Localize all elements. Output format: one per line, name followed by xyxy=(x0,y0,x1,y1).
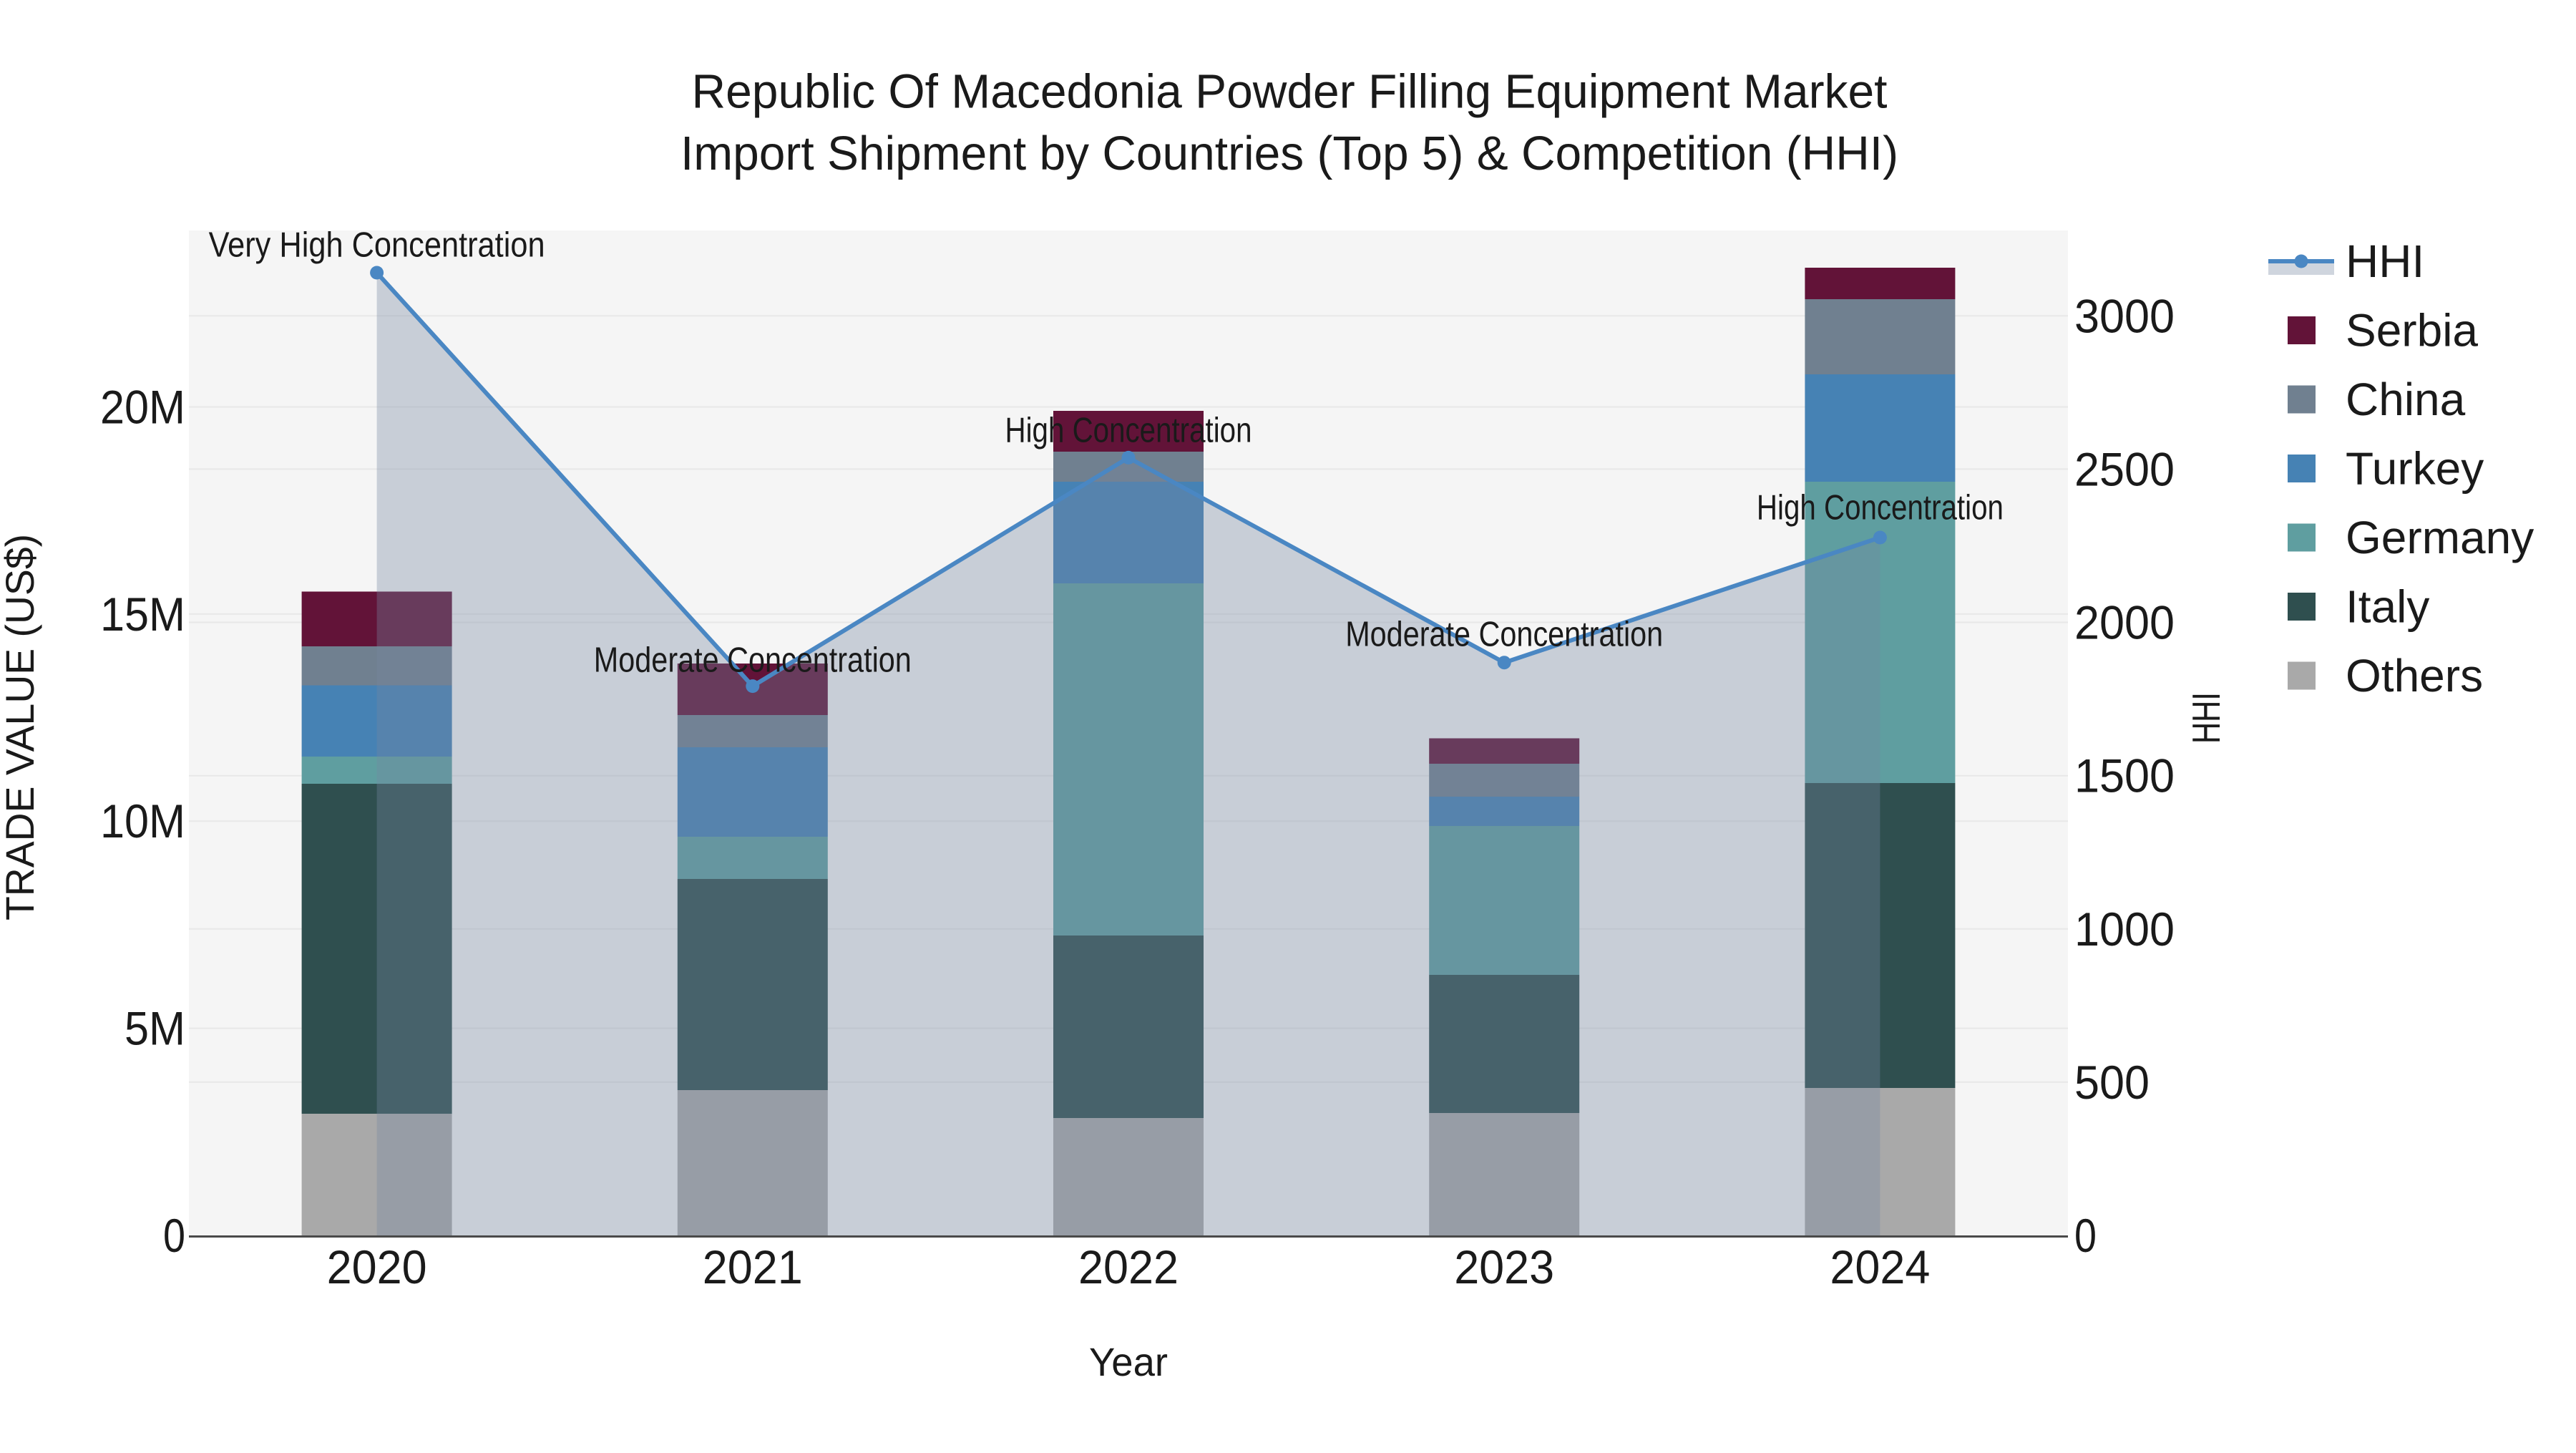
svg-text:Serbia: Serbia xyxy=(2346,305,2478,356)
svg-text:1000: 1000 xyxy=(2074,903,2175,956)
svg-text:2022: 2022 xyxy=(1078,1240,1179,1293)
svg-text:2024: 2024 xyxy=(1830,1240,1930,1293)
svg-text:0: 0 xyxy=(2074,1209,2097,1262)
svg-text:Germany: Germany xyxy=(2346,512,2534,563)
svg-text:Import Shipment by Countries (: Import Shipment by Countries (Top 5) & C… xyxy=(680,127,1898,180)
svg-text:15M: 15M xyxy=(100,588,185,641)
svg-text:TRADE VALUE (US$): TRADE VALUE (US$) xyxy=(0,534,42,920)
svg-text:0: 0 xyxy=(163,1209,185,1262)
svg-text:20M: 20M xyxy=(100,381,185,434)
svg-text:HHI: HHI xyxy=(2184,692,2228,744)
svg-text:Very High Concentration: Very High Concentration xyxy=(209,225,545,264)
svg-text:2500: 2500 xyxy=(2074,442,2175,495)
svg-text:Turkey: Turkey xyxy=(2346,443,2484,495)
svg-text:2020: 2020 xyxy=(327,1240,427,1293)
svg-text:Moderate Concentration: Moderate Concentration xyxy=(594,641,912,680)
svg-text:Republic Of Macedonia Powder F: Republic Of Macedonia Powder Filling Equ… xyxy=(692,65,1888,119)
svg-text:2000: 2000 xyxy=(2074,596,2175,649)
svg-text:500: 500 xyxy=(2074,1056,2150,1109)
svg-text:10M: 10M xyxy=(100,794,185,847)
svg-text:High Concentration: High Concentration xyxy=(1005,412,1252,450)
svg-text:Italy: Italy xyxy=(2346,581,2429,633)
svg-text:3000: 3000 xyxy=(2074,289,2175,342)
svg-text:China: China xyxy=(2346,374,2466,425)
svg-text:High Concentration: High Concentration xyxy=(1757,489,2004,528)
svg-text:2021: 2021 xyxy=(703,1240,803,1293)
svg-text:2023: 2023 xyxy=(1454,1240,1554,1293)
svg-text:Others: Others xyxy=(2346,650,2483,701)
svg-text:Year: Year xyxy=(1089,1339,1168,1384)
svg-text:1500: 1500 xyxy=(2074,749,2175,802)
svg-text:5M: 5M xyxy=(125,1002,185,1055)
svg-text:Moderate Concentration: Moderate Concentration xyxy=(1345,615,1663,653)
svg-text:HHI: HHI xyxy=(2346,235,2424,287)
